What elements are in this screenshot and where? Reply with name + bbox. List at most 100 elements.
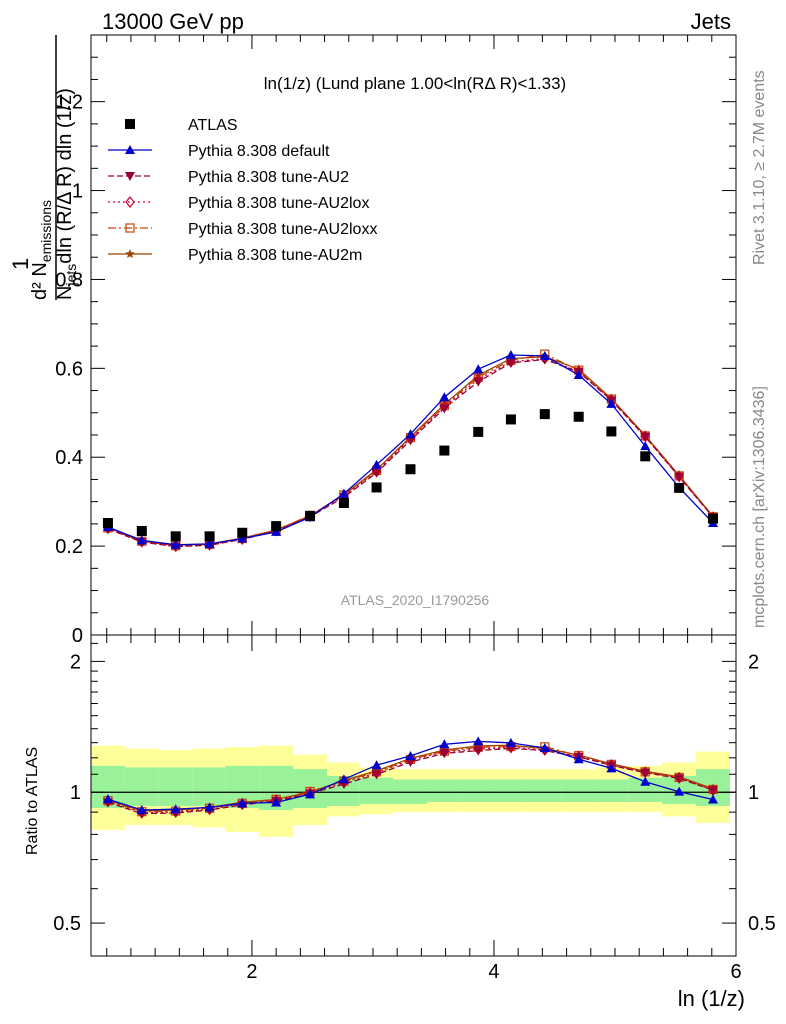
- data-point: [505, 350, 516, 359]
- data-point: [371, 468, 382, 478]
- data-point: [102, 518, 113, 528]
- ratio-point: [606, 763, 617, 773]
- data-point: [439, 445, 450, 456]
- ratio-point: [371, 770, 382, 780]
- data-point: [405, 429, 416, 439]
- data-point: [674, 482, 685, 493]
- ylabel-numerator: d² Nemissions: [29, 200, 54, 300]
- y-tick-label: 0.2: [55, 536, 83, 558]
- ratio-point: [237, 798, 248, 808]
- series-line: [107, 356, 714, 546]
- series-line: [107, 353, 714, 547]
- ratio-point: [539, 743, 550, 753]
- data-point: [539, 409, 550, 420]
- data-point: [473, 364, 484, 374]
- x-tick-label: 6: [730, 961, 741, 983]
- ratio-y-tick-label-right: 1: [748, 782, 759, 804]
- legend-label: Pythia 8.308 tune-AU2m: [188, 247, 362, 264]
- data-point: [338, 488, 349, 498]
- ratio-point: [371, 760, 382, 770]
- data-point: [606, 398, 617, 408]
- uncertainty-band: [427, 779, 462, 802]
- ratio-point: [640, 776, 651, 786]
- uncertainty-band: [461, 779, 494, 802]
- data-point: [439, 392, 450, 402]
- ratio-data-layer: [91, 736, 736, 837]
- uncertainty-band: [595, 779, 629, 802]
- data-point: [573, 370, 584, 379]
- data-point: [539, 350, 550, 360]
- ratio-point: [405, 750, 416, 760]
- main-axes: 0 0.2 0.4 0.6 0.8 1 1.2: [55, 34, 737, 647]
- legend-marker: [125, 196, 135, 208]
- legend-marker: [125, 223, 135, 233]
- data-point: [640, 451, 651, 462]
- series-line: [107, 358, 714, 548]
- legend-label: Pythia 8.308 tune-AU2: [188, 169, 349, 186]
- data-point: [371, 459, 382, 469]
- ratio-y-axis-label: Ratio to ATLAS: [24, 747, 41, 855]
- x-axis-label: ln (1/z): [678, 986, 745, 1011]
- y-tick-label: 0.8: [55, 269, 83, 291]
- uncertainty-band: [527, 779, 562, 802]
- data-point: [271, 526, 282, 536]
- y-tick-label: 0.4: [55, 447, 83, 469]
- mcplots-label: mcplots.cern.ch [arXiv:1306.3436]: [751, 386, 768, 628]
- uncertainty-band: [192, 767, 226, 806]
- ratio-point: [708, 794, 719, 804]
- data-point: [271, 521, 282, 532]
- data-point: [405, 436, 416, 446]
- data-point: [439, 404, 450, 414]
- y-tick-label: 0: [72, 625, 83, 647]
- ratio-point: [338, 774, 349, 784]
- main-y-axis-label: 1 d² Nemissions Njetsdln (R/Δ R) dln (1/…: [8, 35, 79, 300]
- data-point: [640, 441, 651, 451]
- ylabel-denominator: Njetsdln (R/Δ R) dln (1/z): [54, 88, 79, 300]
- data-point: [305, 510, 316, 521]
- data-point: [606, 426, 617, 437]
- data-point: [237, 533, 248, 543]
- y-tick-label: 0.6: [55, 358, 83, 380]
- legend-marker: [125, 119, 135, 129]
- ratio-point: [170, 804, 181, 814]
- legend-marker: [125, 249, 135, 258]
- ratio-y-tick-label-right: 0.5: [748, 913, 776, 935]
- ratio-point: [439, 749, 450, 759]
- analysis-watermark: ATLAS_2020_I1790256: [341, 592, 490, 608]
- main-data-layer: [102, 349, 719, 553]
- ratio-y-tick-label: 1: [70, 782, 81, 804]
- ratio-point: [674, 786, 685, 796]
- legend-marker: [125, 145, 135, 154]
- legend-label: Pythia 8.308 default: [188, 143, 330, 160]
- y-tick-label: 1.2: [55, 92, 83, 114]
- data-point: [405, 464, 416, 475]
- uncertainty-band: [124, 767, 159, 806]
- x-tick-label: 2: [246, 961, 257, 983]
- legend-label: Pythia 8.308 tune-AU2loxx: [188, 221, 377, 238]
- series-line: [107, 354, 714, 546]
- ratio-point: [573, 754, 584, 764]
- data-point: [505, 414, 516, 425]
- rivet-label: Rivet 3.1.10, ≥ 2.7M events: [751, 70, 768, 265]
- data-point: [640, 432, 651, 442]
- energy-label: 13000 GeV pp: [102, 9, 244, 34]
- ratio-point: [405, 757, 416, 767]
- uncertainty-band: [359, 777, 394, 804]
- data-point: [708, 513, 719, 524]
- ratio-point: [439, 739, 450, 749]
- x-tick-label: 4: [488, 961, 499, 983]
- ratio-y-tick-label: 0.5: [53, 913, 81, 935]
- data-point: [170, 531, 181, 542]
- ratio-point: [204, 802, 215, 812]
- ratio-axes: 0.5 0.5 1 1 2 2 2 4 6: [53, 634, 776, 983]
- main-panel: 0 0.2 0.4 0.6 0.8 1 1.2 ln(1/z) (Lund plane 1.…: [55, 34, 737, 647]
- process-label: Jets: [691, 9, 731, 34]
- y-tick-label: 1: [72, 181, 83, 203]
- legend-marker: [125, 172, 135, 181]
- ratio-point: [473, 746, 484, 756]
- data-point: [204, 538, 215, 548]
- ylabel-prefactor: 1: [8, 258, 33, 270]
- ratio-frame: [90, 634, 737, 957]
- data-point: [338, 498, 349, 508]
